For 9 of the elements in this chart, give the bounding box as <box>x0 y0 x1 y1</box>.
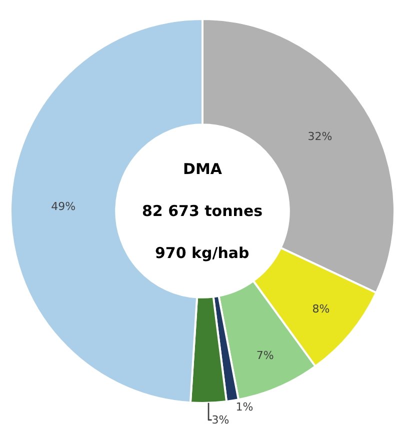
data-label: 32% <box>308 130 332 143</box>
data-label: 8% <box>312 302 330 316</box>
text: 82 673 tonnes <box>142 202 263 220</box>
data-label: 1% <box>236 400 254 414</box>
data-label: 7% <box>256 349 274 362</box>
text: DMA <box>183 160 222 178</box>
data-label: 49% <box>51 200 76 214</box>
data-label: 3% <box>212 413 230 426</box>
text: 970 kg/hab <box>155 244 250 262</box>
